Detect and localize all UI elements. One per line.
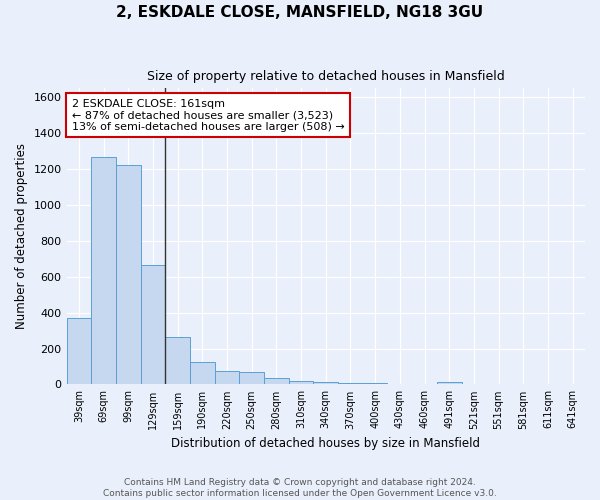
Title: Size of property relative to detached houses in Mansfield: Size of property relative to detached ho… — [147, 70, 505, 83]
Text: Contains HM Land Registry data © Crown copyright and database right 2024.
Contai: Contains HM Land Registry data © Crown c… — [103, 478, 497, 498]
Bar — [140, 265, 165, 384]
Bar — [338, 382, 363, 384]
Y-axis label: Number of detached properties: Number of detached properties — [15, 144, 28, 330]
Text: 2 ESKDALE CLOSE: 161sqm
← 87% of detached houses are smaller (3,523)
13% of semi: 2 ESKDALE CLOSE: 161sqm ← 87% of detache… — [72, 98, 344, 132]
Bar — [437, 382, 461, 384]
Bar — [313, 382, 338, 384]
Bar — [67, 318, 91, 384]
Bar — [239, 372, 264, 384]
Bar — [264, 378, 289, 384]
Bar — [215, 371, 239, 384]
Bar — [116, 166, 140, 384]
X-axis label: Distribution of detached houses by size in Mansfield: Distribution of detached houses by size … — [171, 437, 480, 450]
Bar — [190, 362, 215, 384]
Bar — [363, 382, 388, 384]
Bar — [91, 156, 116, 384]
Bar — [289, 381, 313, 384]
Text: 2, ESKDALE CLOSE, MANSFIELD, NG18 3GU: 2, ESKDALE CLOSE, MANSFIELD, NG18 3GU — [116, 5, 484, 20]
Bar — [165, 337, 190, 384]
